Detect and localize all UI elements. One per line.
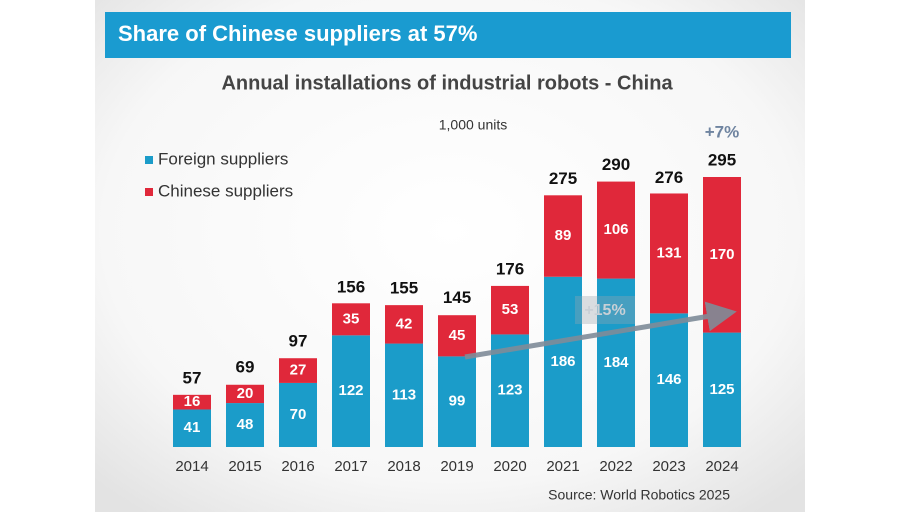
bar-segment (597, 181, 635, 279)
header-bar (105, 12, 791, 58)
x-tick-label: 2020 (493, 458, 526, 475)
chart-title: Annual installations of industrial robot… (221, 72, 673, 94)
bar-segment (703, 332, 741, 447)
bar-segment (491, 285, 529, 335)
legend-marker (145, 188, 153, 196)
total-label: 275 (549, 169, 577, 188)
bar-segment (279, 382, 317, 447)
x-tick-label: 2022 (599, 458, 632, 475)
bar-segment (279, 358, 317, 383)
value-label: 48 (237, 416, 254, 433)
x-tick-label: 2024 (705, 458, 738, 475)
x-tick-label: 2015 (228, 458, 261, 475)
total-label: 295 (708, 150, 736, 169)
value-label: 89 (555, 227, 572, 244)
bar-segment (385, 305, 423, 344)
annotation-box (575, 296, 635, 324)
bar-segment (385, 343, 423, 447)
total-label: 57 (183, 368, 202, 387)
trend-arrow (464, 301, 737, 360)
value-label: 42 (396, 315, 413, 332)
value-label: 16 (184, 393, 201, 410)
value-label: 27 (290, 362, 307, 379)
x-tick-label: 2014 (175, 458, 208, 475)
value-label: 53 (502, 301, 519, 318)
bar-segment (438, 356, 476, 447)
subtitle: 1,000 units (439, 117, 508, 133)
bar-segment (332, 335, 370, 447)
x-tick-label: 2017 (334, 458, 367, 475)
bar-segment (226, 384, 264, 404)
annotation: +15% (584, 302, 625, 319)
x-tick-label: 2019 (440, 458, 473, 475)
x-tick-label: 2018 (387, 458, 420, 475)
x-tick-label: 2021 (546, 458, 579, 475)
annotation: +7% (705, 122, 740, 141)
value-label: 106 (603, 221, 628, 238)
value-label: 41 (184, 419, 201, 436)
value-label: 35 (343, 310, 360, 327)
value-label: 113 (392, 386, 416, 403)
value-label: 99 (449, 393, 466, 410)
value-label: 125 (709, 381, 734, 398)
total-label: 176 (496, 259, 524, 278)
legend-label: Chinese suppliers (158, 181, 293, 200)
source: Source: World Robotics 2025 (548, 487, 730, 503)
bar-segment (226, 403, 264, 447)
bar-segment (597, 278, 635, 447)
value-label: 186 (550, 353, 575, 370)
x-tick-label: 2023 (652, 458, 685, 475)
bar-segment (650, 313, 688, 447)
value-label: 184 (603, 354, 629, 371)
total-label: 155 (390, 279, 418, 298)
value-label: 146 (656, 371, 681, 388)
total-label: 276 (655, 168, 683, 187)
total-label: 290 (602, 155, 630, 174)
x-tick-label: 2016 (281, 458, 314, 475)
total-label: 156 (337, 278, 365, 297)
total-label: 69 (236, 357, 255, 376)
total-label: 145 (443, 288, 471, 307)
bar-segment (332, 303, 370, 336)
value-label: 170 (709, 246, 734, 263)
bar-segment (173, 394, 211, 410)
bar-segment (173, 409, 211, 447)
header: Share of Chinese suppliers at 57% (118, 21, 477, 46)
bar-segment (544, 195, 582, 277)
bar-segment (544, 276, 582, 447)
value-label: 45 (449, 327, 466, 344)
value-label: 122 (338, 382, 363, 399)
bar-segment (650, 193, 688, 314)
value-label: 20 (237, 385, 254, 402)
value-label: 123 (497, 382, 522, 399)
legend-label: Foreign suppliers (158, 149, 288, 168)
legend-marker (145, 156, 153, 164)
value-label: 70 (290, 406, 307, 423)
total-label: 97 (289, 332, 308, 351)
value-label: 131 (656, 244, 681, 261)
bar-segment (438, 315, 476, 357)
